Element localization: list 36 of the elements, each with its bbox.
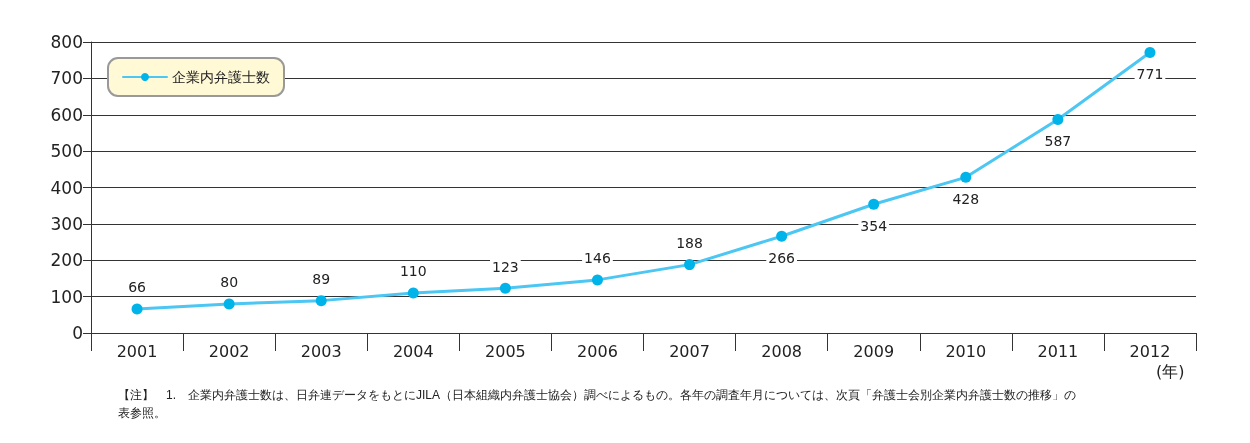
x-tick-label: 2012 <box>1129 341 1171 361</box>
data-label: 89 <box>312 271 331 288</box>
x-tick-label: 2002 <box>208 341 250 361</box>
data-label: 266 <box>768 249 796 266</box>
x-tick-label: 2003 <box>300 341 342 361</box>
text: 【注】 1. 企業内弁護士数は、日弁連データをもとにJILA（日本組織内弁護士協会）調べによるもの。各年の調査年月については、次頁「弁護士会別企業内弁護士数の推移」の表参照。 <box>118 388 1077 420</box>
data-label: 146 <box>584 250 611 267</box>
y-tick-label: 600 <box>50 104 83 125</box>
x-tick-label: 2010 <box>945 341 987 361</box>
y-tick-label: 400 <box>50 177 83 198</box>
x-tick-label: 2008 <box>761 341 802 361</box>
x-tick-label: 2006 <box>577 341 618 361</box>
x-tick-label: 2011 <box>1037 341 1079 361</box>
x-tick-label: 2004 <box>392 341 434 361</box>
data-label: 110 <box>399 263 427 280</box>
y-tick-label: 800 <box>50 32 83 52</box>
x-axis-title: (年) <box>1156 361 1185 381</box>
data-label: 123 <box>492 258 519 275</box>
y-tick-label: 100 <box>50 286 83 307</box>
y-tick-label: 700 <box>50 68 83 89</box>
data-label: 354 <box>860 217 888 234</box>
x-tick-label: 2001 <box>116 341 158 361</box>
y-tick-label: 0 <box>72 323 83 343</box>
legend-label: 企業内弁護士数 <box>172 69 270 85</box>
data-label: 771 <box>1136 66 1164 83</box>
x-tick-label: 2009 <box>853 341 895 361</box>
data-label: 80 <box>220 274 239 291</box>
y-tick-label: 300 <box>50 213 83 234</box>
data-label: 587 <box>1044 132 1072 149</box>
data-label: 66 <box>128 279 147 296</box>
x-tick-label: 2005 <box>485 341 526 361</box>
data-label: 188 <box>676 235 703 252</box>
data-label: 428 <box>952 190 980 207</box>
y-tick-label: 200 <box>50 250 83 271</box>
y-tick-label: 500 <box>50 141 83 162</box>
x-tick-label: 2007 <box>669 341 710 361</box>
